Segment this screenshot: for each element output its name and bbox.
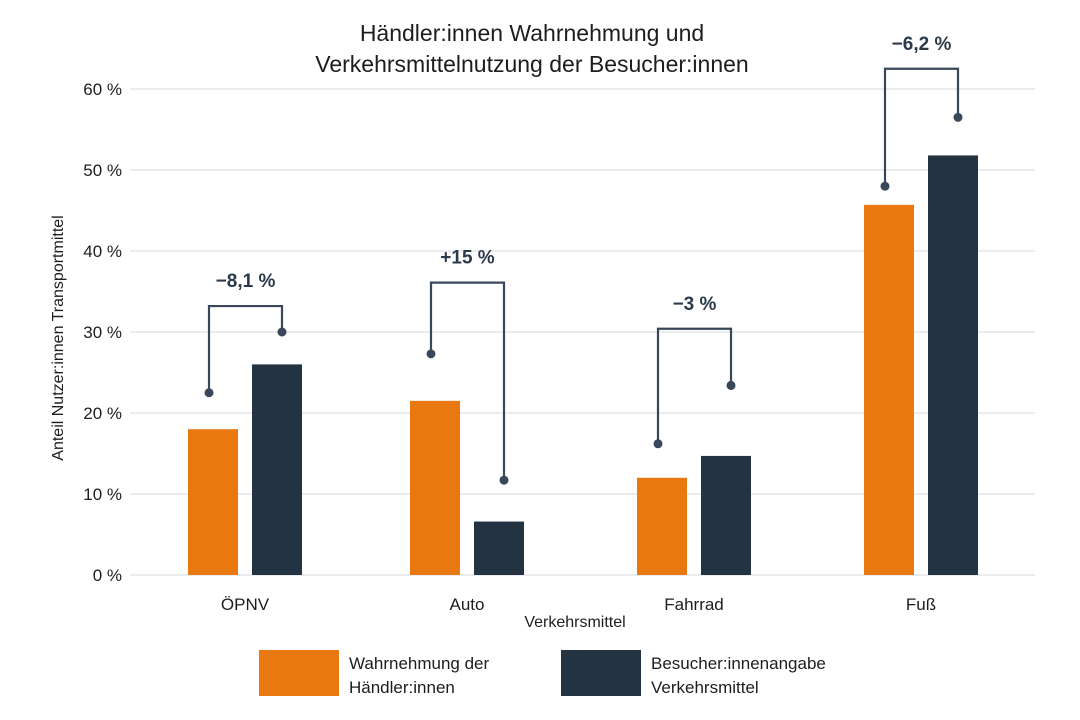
chart-title-line-2: Verkehrsmittelnutzung der Besucher:innen [315,51,748,77]
chart-title: Händler:innen Wahrnehmung und Verkehrsmi… [315,20,748,77]
bar-visitor [928,155,978,576]
x-tick-label: Fuß [906,595,936,614]
legend-label-visitor-line-2: Verkehrsmittel [651,678,759,697]
bar-perception [637,477,687,575]
bracket-dot [277,327,287,337]
difference-label: −8,1 % [216,271,276,292]
chart-title-line-1: Händler:innen Wahrnehmung und [360,20,704,46]
bar-visitor [701,455,751,575]
bracket-dot [726,380,736,390]
y-axis-label: Anteil Nutzer:innen Transportmittel [50,215,67,460]
legend-label-perception-line-1: Wahrnehmung der [349,654,490,673]
bar-perception [410,400,460,575]
bracket-dot [653,439,663,449]
bracket-dot [880,181,890,191]
bracket-dot [953,112,963,122]
y-tick-label: 0 % [93,566,122,585]
y-tick-label: 30 % [83,323,122,342]
x-tick-label: ÖPNV [221,595,270,614]
difference-bracket [656,327,733,444]
legend-label-perception-line-2: Händler:innen [349,678,455,697]
legend: Wahrnehmung der Händler:innen Besucher:i… [259,650,826,697]
bracket-dot [499,475,509,485]
bracket-dot [204,388,214,398]
difference-label: +15 % [440,248,495,269]
difference-annotations: −8,1 % +15 % −3 % −6,2 % [204,34,963,485]
difference-label: −6,2 % [892,34,952,55]
difference-label: −3 % [673,294,717,315]
bars [188,155,978,576]
bar-perception [864,204,914,575]
bar-visitor [474,521,524,575]
y-axis-ticks: 0 % 10 % 20 % 30 % 40 % 50 % 60 % [83,80,122,585]
y-tick-label: 60 % [83,80,122,99]
bar-visitor [252,364,302,575]
legend-label-visitor-line-1: Besucher:innenangabe [651,654,826,673]
difference-bracket [429,281,506,481]
x-axis-categories: ÖPNV Auto Fahrrad Fuß [221,595,936,614]
x-axis-label: Verkehrsmittel [524,614,625,631]
legend-swatch-perception [259,650,339,696]
y-tick-label: 50 % [83,161,122,180]
x-tick-label: Fahrrad [664,595,724,614]
y-tick-label: 20 % [83,404,122,423]
difference-bracket [207,304,284,393]
x-tick-label: Auto [450,595,485,614]
bracket-dot [426,349,436,359]
bar-perception [188,429,238,575]
difference-bracket [883,67,960,187]
legend-swatch-visitor [561,650,641,696]
y-tick-label: 10 % [83,485,122,504]
y-tick-label: 40 % [83,242,122,261]
